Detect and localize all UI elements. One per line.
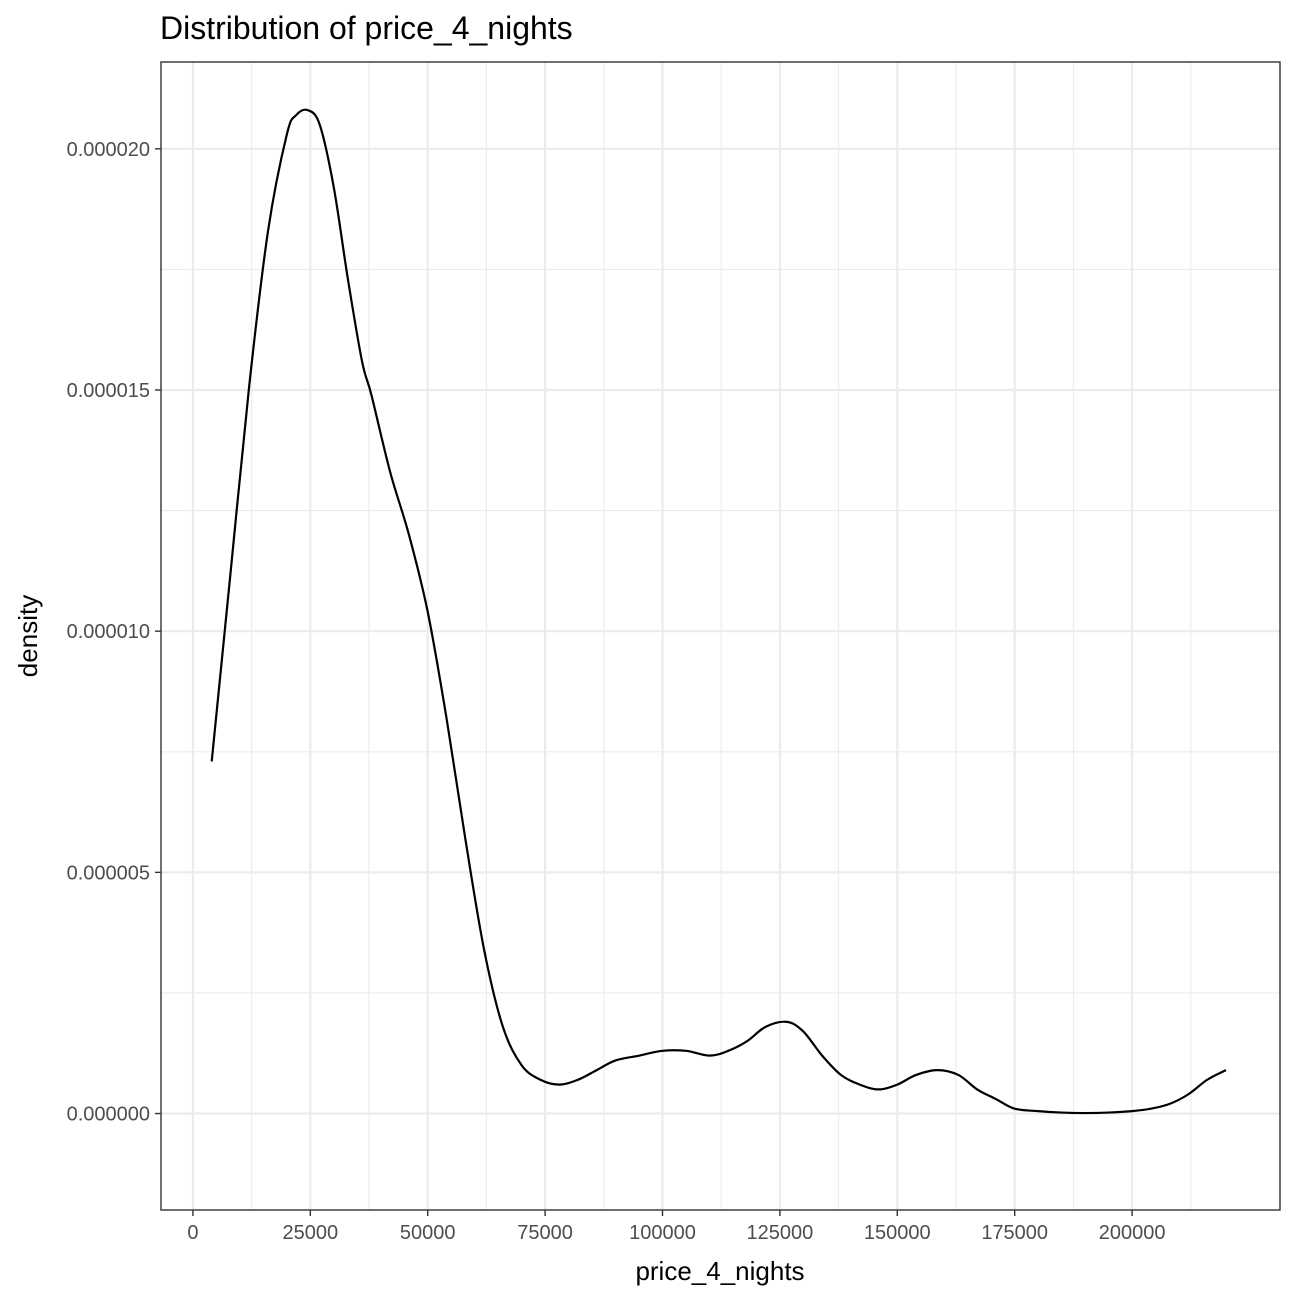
x-tick-label: 50000: [400, 1222, 456, 1244]
x-tick-label: 25000: [283, 1222, 339, 1244]
x-axis-title: price_4_nights: [635, 1256, 804, 1286]
x-tick-label: 175000: [981, 1222, 1048, 1244]
x-tick-label: 200000: [1099, 1222, 1166, 1244]
y-tick-label: 0.000010: [67, 621, 150, 643]
x-tick-label: 150000: [864, 1222, 931, 1244]
x-tick-label: 100000: [629, 1222, 696, 1244]
minor-gridlines: [161, 62, 1280, 1210]
x-tick-label: 75000: [517, 1222, 573, 1244]
y-axis-title: density: [13, 595, 43, 677]
plot-panel-border: [160, 61, 1281, 1211]
plot-panel-background: [161, 62, 1280, 1210]
major-gridlines: [161, 62, 1280, 1210]
x-tick-label: 0: [187, 1222, 198, 1244]
x-tick-label: 125000: [747, 1222, 814, 1244]
x-axis: 0 25000 50000 75000 100000 125000 150000 175000…: [187, 1210, 1165, 1244]
y-tick-label: 0.000020: [67, 139, 150, 161]
density-curve: [210, 108, 1227, 1115]
y-tick-label: 0.000000: [67, 1104, 150, 1126]
y-tick-label: 0.000015: [67, 380, 150, 402]
chart-title: Distribution of price_4_nights: [160, 10, 573, 46]
y-axis: 0.000000 0.000005 0.000010 0.000015 0.000020: [67, 139, 161, 1126]
y-tick-label: 0.000005: [67, 862, 150, 884]
